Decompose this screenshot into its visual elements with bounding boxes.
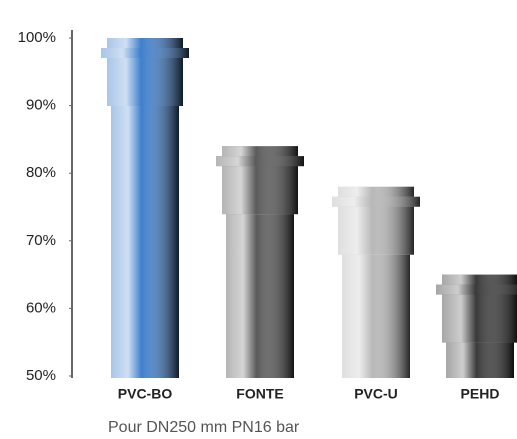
pipe-shade	[446, 342, 514, 378]
x-tick-label: PVC-BO	[118, 386, 173, 402]
bar	[216, 146, 304, 378]
pipe-shade	[436, 284, 517, 295]
x-tick-label: PEHD	[461, 386, 500, 402]
pipe-shade	[111, 106, 179, 378]
pipe-shade	[332, 196, 420, 207]
bar	[332, 186, 420, 378]
y-tick-label: 90%	[26, 97, 56, 114]
bar	[436, 274, 517, 378]
pipe-shade	[226, 214, 294, 378]
pipe-shade	[101, 48, 189, 58]
x-tick-label: PVC-U	[354, 386, 398, 402]
y-tick-label: 70%	[26, 232, 56, 249]
pipe-shade	[342, 254, 410, 378]
bar	[101, 38, 189, 378]
pipe-shade	[216, 156, 304, 167]
y-tick-label: 50%	[26, 367, 56, 384]
y-tick-label: 80%	[26, 164, 56, 181]
y-tick-label: 60%	[26, 299, 56, 316]
x-tick-label: FONTE	[236, 386, 283, 402]
y-tick-label: 100%	[18, 29, 56, 46]
subtitle: Pour DN250 mm PN16 bar	[108, 419, 300, 436]
